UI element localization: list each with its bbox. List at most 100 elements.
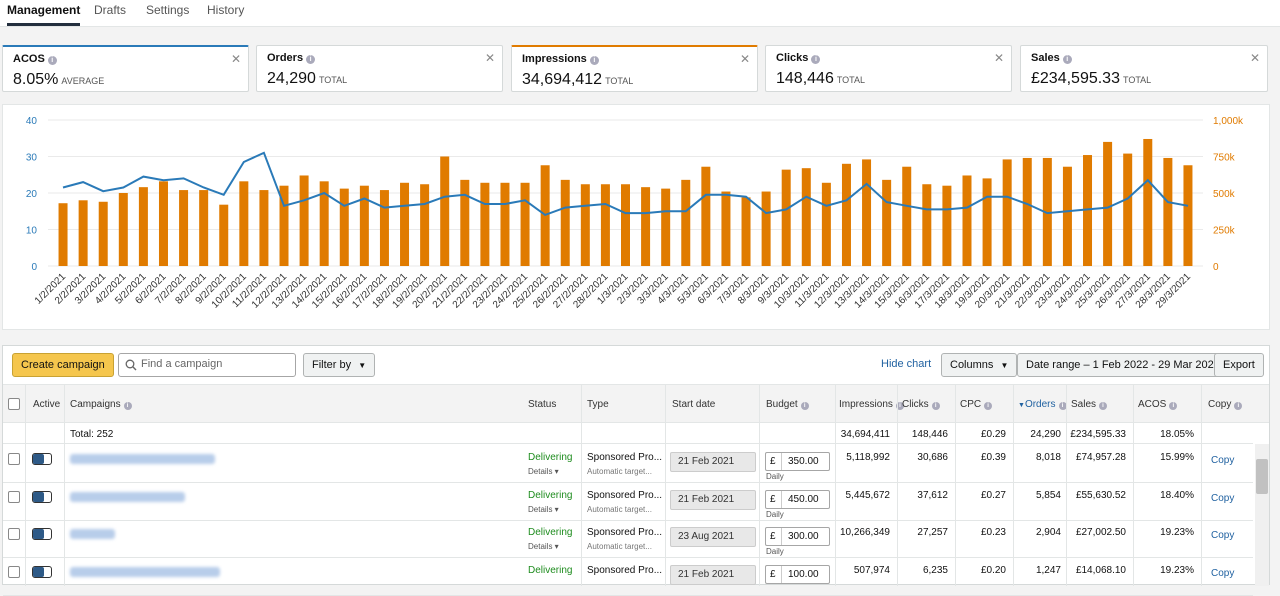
tab-drafts[interactable]: Drafts [94,3,127,17]
chevron-down-icon: ▼ [358,361,367,370]
tab-settings[interactable]: Settings [146,3,190,17]
header-start-date[interactable]: Start date [672,399,716,410]
sales-value: £27,002.50 [1075,527,1126,538]
budget-field[interactable]: £300.00 [765,527,830,546]
active-toggle[interactable] [32,490,52,503]
details-toggle[interactable]: Details ▾ [528,504,559,514]
budget-field[interactable]: £450.00 [765,489,830,509]
row-checkbox[interactable] [8,453,20,465]
impressions-bar [520,182,530,266]
impressions-bar [339,188,349,266]
filter-by-button[interactable]: Filter by ▼ [303,353,376,377]
impressions-value: 10,266,349 [839,527,890,538]
impressions-bar [480,182,490,266]
total-clicks: 148,446 [911,429,948,440]
impressions-value: 5,118,992 [846,452,890,463]
close-icon[interactable]: ✕ [739,52,750,66]
select-all-checkbox[interactable] [8,398,20,410]
impressions-bar [882,179,892,266]
header-campaigns-label: Campaigns [70,399,121,410]
metric-card-clicks[interactable]: Clicks i ✕ 148,446 TOTAL [765,45,1012,92]
details-toggle[interactable]: Details ▾ [528,467,559,476]
copy-link[interactable]: Copy [1211,567,1235,579]
campaign-name-link[interactable] [70,454,215,464]
header-campaigns[interactable]: Campaigns i [70,399,132,410]
metric-card-sales[interactable]: Sales i ✕ £234,595.33 TOTAL [1020,45,1268,92]
copy-link[interactable]: Copy [1211,530,1235,541]
tab-management[interactable]: Management [7,2,81,26]
budget-field[interactable]: £350.00 [765,452,830,471]
info-icon: i [931,402,940,410]
impressions-bar [1163,157,1173,266]
header-acos-label: ACOS [1138,399,1167,410]
active-toggle[interactable] [32,528,52,540]
header-budget[interactable]: Budget i [766,399,809,410]
copy-link[interactable]: Copy [1211,492,1235,504]
row-checkbox[interactable] [8,565,20,578]
header-cpc[interactable]: CPC i [960,399,993,410]
header-sales[interactable]: Sales i [1071,399,1108,410]
active-toggle[interactable] [32,565,52,578]
metric-value-text: 8.05% [13,71,59,88]
campaign-name-link[interactable] [70,529,115,539]
export-button[interactable]: Export [1214,353,1264,377]
copy-link[interactable]: Copy [1211,455,1235,466]
start-date-field[interactable]: 21 Feb 2021 [670,489,756,510]
start-date-field[interactable]: 21 Feb 2021 [670,564,756,585]
row-checkbox[interactable] [8,528,20,540]
impressions-bar [761,191,771,266]
start-date-field[interactable]: 21 Feb 2021 [670,452,756,472]
impressions-bar [179,190,189,266]
impressions-bar [681,179,691,266]
close-icon[interactable]: ✕ [230,52,241,66]
right-axis-tick: 500k [1213,189,1236,200]
campaign-name-link[interactable] [70,566,220,577]
impressions-bar [621,184,630,266]
orders-value: 1,247 [1035,564,1061,576]
details-toggle[interactable]: Details ▾ [528,542,559,551]
info-icon: i [1062,55,1072,64]
info-icon: i [1169,402,1178,410]
table-row: Delivering Details ▾ Sponsored Pro... Autom… [3,520,1253,558]
close-icon[interactable]: ✕ [993,51,1004,65]
tab-history[interactable]: History [207,3,245,17]
metric-card-impressions[interactable]: Impressions i ✕ 34,694,412 TOTAL [511,45,758,92]
create-campaign-button[interactable]: Create campaign [12,353,114,377]
header-orders[interactable]: ▼Orders i [1018,399,1067,410]
info-icon: i [1099,402,1108,410]
metric-sub: TOTAL [605,76,634,86]
left-axis-tick: 40 [26,116,38,127]
header-acos[interactable]: ACOS i [1138,399,1178,410]
targeting-type: Automatic target... [587,504,652,514]
cpc-value: £0.39 [980,452,1006,463]
close-icon[interactable]: ✕ [1249,51,1260,65]
header-clicks[interactable]: Clicks i [902,399,940,410]
acos-line [62,151,1189,217]
close-icon[interactable]: ✕ [484,51,495,65]
active-toggle[interactable] [32,453,52,465]
date-range-button[interactable]: Date range – 1 Feb 2022 - 29 Mar 2022 [1017,353,1229,377]
total-label: Total: 252 [70,429,114,440]
total-orders: 24,290 [1030,429,1061,440]
row-checkbox[interactable] [8,490,20,503]
metric-card-acos[interactable]: ACOS i ✕ 8.05% AVERAGE [2,45,249,92]
metric-card-orders[interactable]: Orders i ✕ 24,290 TOTAL [256,45,503,92]
impressions-bar [1083,155,1093,266]
scrollbar-thumb[interactable] [1256,459,1268,494]
header-impressions[interactable]: Impressions i [839,399,904,410]
cpc-value: £0.20 [980,564,1006,576]
metric-value: 148,446 TOTAL [776,70,865,88]
hide-chart-link[interactable]: Hide chart [881,358,932,370]
campaign-name-link[interactable] [70,491,185,502]
search-input[interactable] [141,358,291,370]
start-date-field[interactable]: 23 Aug 2021 [670,527,756,547]
impressions-bar [701,166,711,266]
impressions-bar [841,163,851,266]
search-box [118,353,296,377]
columns-button[interactable]: Columns ▼ [941,353,1018,377]
header-status: Status [528,399,557,410]
metric-title-label: Clicks [776,52,809,64]
impressions-bar [158,181,168,266]
impressions-bar [922,184,932,266]
budget-field[interactable]: £100.00 [765,564,830,584]
